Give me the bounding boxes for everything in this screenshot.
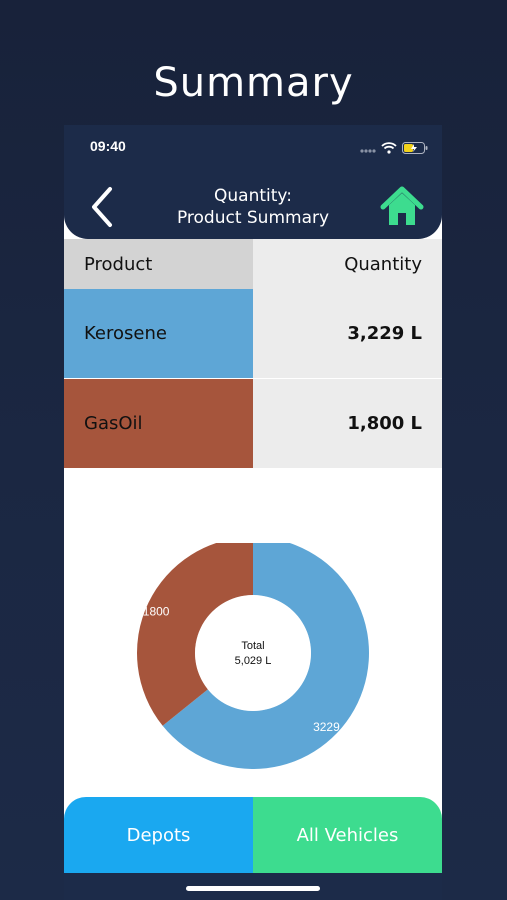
bottom-tabs: Depots All Vehicles — [64, 797, 442, 873]
top-bar: 09:40 Quantity: Product Summary — [64, 125, 442, 239]
table-row[interactable]: Kerosene 3,229 L — [64, 289, 442, 379]
home-button[interactable] — [380, 185, 424, 229]
column-header-product: Product — [64, 239, 253, 289]
back-button[interactable] — [86, 185, 120, 229]
status-time: 09:40 — [90, 138, 126, 154]
promo-title: Summary — [153, 60, 354, 106]
donut-chart: 3229 1800 Total 5,029 L — [64, 537, 442, 783]
product-cell: Kerosene — [64, 289, 253, 378]
home-icon — [380, 186, 424, 233]
status-icons — [360, 139, 428, 158]
product-cell: GasOil — [64, 379, 253, 468]
donut-slice-kerosene — [162, 537, 369, 769]
header-title-line2: Product Summary — [176, 208, 330, 228]
phone-screen: 09:40 Quantity: Product Summary — [64, 125, 442, 900]
signal-icon — [360, 139, 376, 158]
product-table: Product Quantity Kerosene 3,229 L GasOil… — [64, 239, 442, 469]
donut-inner-ring — [195, 595, 311, 711]
donut-slice-gasoil — [137, 537, 253, 726]
wifi-icon — [381, 139, 397, 158]
home-indicator — [186, 886, 320, 891]
column-header-quantity: Quantity — [253, 239, 442, 289]
donut-center-value: 5,029 L — [235, 655, 272, 667]
header-title: Quantity: Product Summary — [124, 185, 382, 229]
donut-chart-svg: 3229 1800 Total 5,029 L — [137, 537, 369, 769]
donut-hole — [203, 603, 303, 703]
header-title-line1: Quantity: — [214, 186, 292, 206]
tab-all-vehicles[interactable]: All Vehicles — [253, 797, 442, 873]
table-header-row: Product Quantity — [64, 225, 442, 289]
donut-center-label: Total — [241, 640, 264, 652]
quantity-cell: 3,229 L — [253, 289, 442, 378]
battery-icon — [402, 139, 428, 158]
tab-depots[interactable]: Depots — [64, 797, 253, 873]
slice-value-label: 3229 — [313, 720, 340, 734]
home-indicator-area — [64, 873, 442, 900]
slice-value-label: 1800 — [143, 605, 170, 619]
chevron-left-icon — [86, 187, 120, 233]
quantity-cell: 1,800 L — [253, 379, 442, 468]
table-row[interactable]: GasOil 1,800 L — [64, 379, 442, 469]
